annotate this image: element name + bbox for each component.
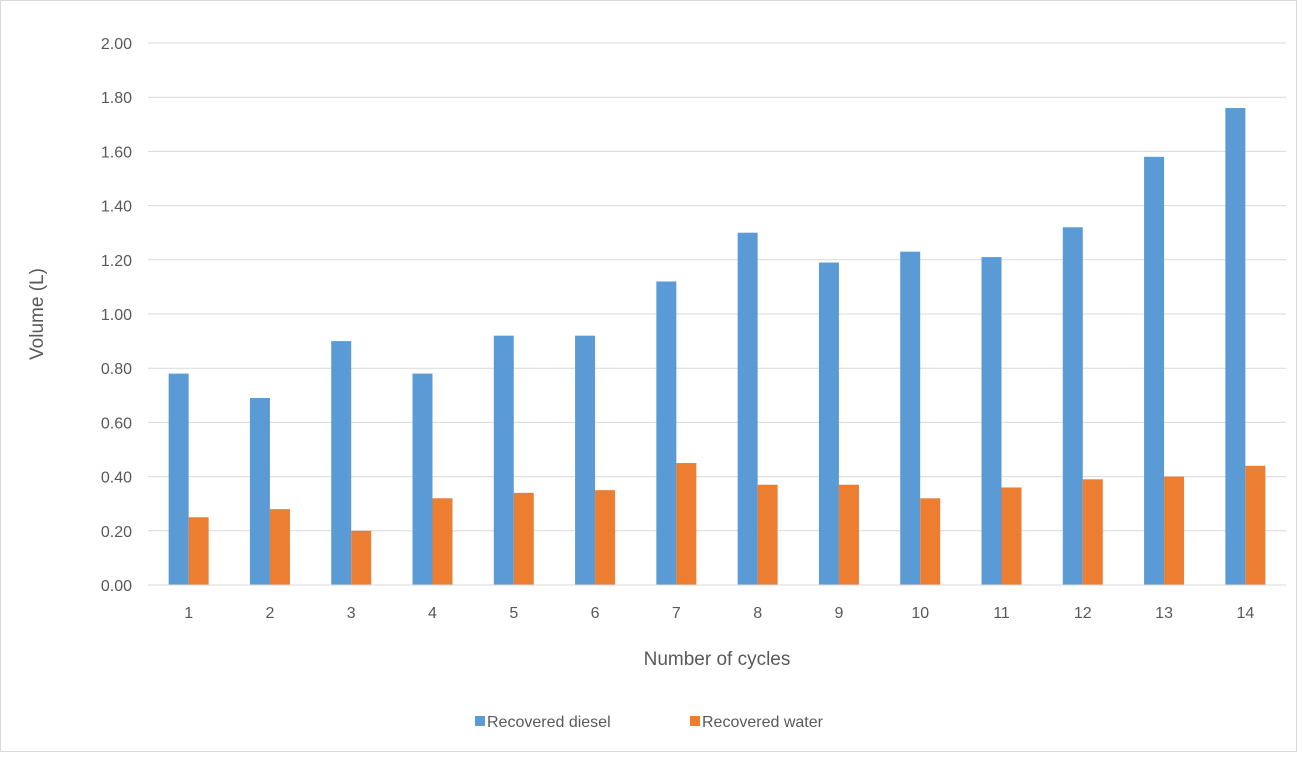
bar-recovered-diesel [737,232,758,585]
x-tick-label: 12 [1074,605,1092,622]
gridlines [148,42,1286,532]
bar-recovered-diesel [1225,108,1246,585]
bar-recovered-diesel [900,251,921,586]
bar-recovered-water [1001,487,1022,585]
bar-recovered-diesel [981,257,1002,585]
bar-recovered-water [513,492,534,585]
y-tick-label: 0.40 [101,470,132,487]
y-tick-label: 1.60 [101,144,132,161]
bar-recovered-water [432,498,453,585]
bar-recovered-water [595,490,616,585]
x-tick-label: 2 [265,605,274,622]
y-tick-label: 0.20 [101,524,132,541]
bar-recovered-water [838,484,859,585]
bar-recovered-diesel [1144,156,1165,585]
x-tick-label: 11 [993,605,1010,622]
bar-recovered-diesel [331,341,352,585]
legend: Recovered diesel Recovered water [475,714,824,731]
bar-recovered-water [920,498,941,585]
bar-recovered-water [1164,476,1185,585]
x-tick-label: 10 [911,605,929,622]
y-tick-label: 1.40 [101,199,132,216]
bar-recovered-water [269,509,290,585]
legend-swatch [690,716,700,726]
bar-recovered-water [188,517,209,585]
bar-recovered-water [351,530,372,585]
bar-recovered-diesel [575,335,596,585]
y-tick-label: 1.20 [101,253,132,270]
bar-recovered-water [1245,465,1266,585]
bar-recovered-water [1082,479,1103,585]
x-tick-label: 8 [753,605,762,622]
x-tick-label: 4 [428,605,437,622]
bar-recovered-diesel [168,373,189,585]
x-tick-label: 9 [834,605,843,622]
x-tick-label: 13 [1155,605,1173,622]
y-tick-label: 0.80 [101,361,132,378]
x-tick-label: 6 [591,605,600,622]
legend-label: Recovered diesel [487,714,611,731]
bar-recovered-water [757,484,778,585]
x-axis-ticks: 1 2 3 4 5 6 7 8 9 10 11 12 13 14 [184,605,1254,622]
y-tick-label: 0.60 [101,415,132,432]
y-tick-label: 1.80 [101,90,132,107]
x-axis-title: Number of cycles [644,649,791,670]
y-axis-title: Volume (L) [27,268,48,360]
bar-recovered-diesel [412,373,433,585]
x-tick-label: 5 [509,605,518,622]
y-tick-label: 1.00 [101,307,132,324]
bars [168,108,1266,586]
bar-recovered-diesel [493,335,514,585]
legend-swatch [475,716,485,726]
x-tick-label: 14 [1236,605,1254,622]
bar-recovered-diesel [249,398,270,585]
x-tick-label: 3 [347,605,356,622]
y-tick-label: 0.00 [101,578,132,595]
bar-recovered-diesel [1062,227,1083,585]
bar-recovered-diesel [818,262,839,585]
legend-label: Recovered water [702,714,824,731]
x-tick-label: 1 [184,605,193,622]
y-tick-label: 2.00 [101,36,132,53]
x-tick-label: 7 [672,605,681,622]
bar-recovered-diesel [656,281,677,585]
y-axis-ticks: 0.00 0.20 0.40 0.60 0.80 1.00 1.20 1.40 1.60 1.80… [101,36,132,595]
bar-recovered-water [676,463,697,585]
